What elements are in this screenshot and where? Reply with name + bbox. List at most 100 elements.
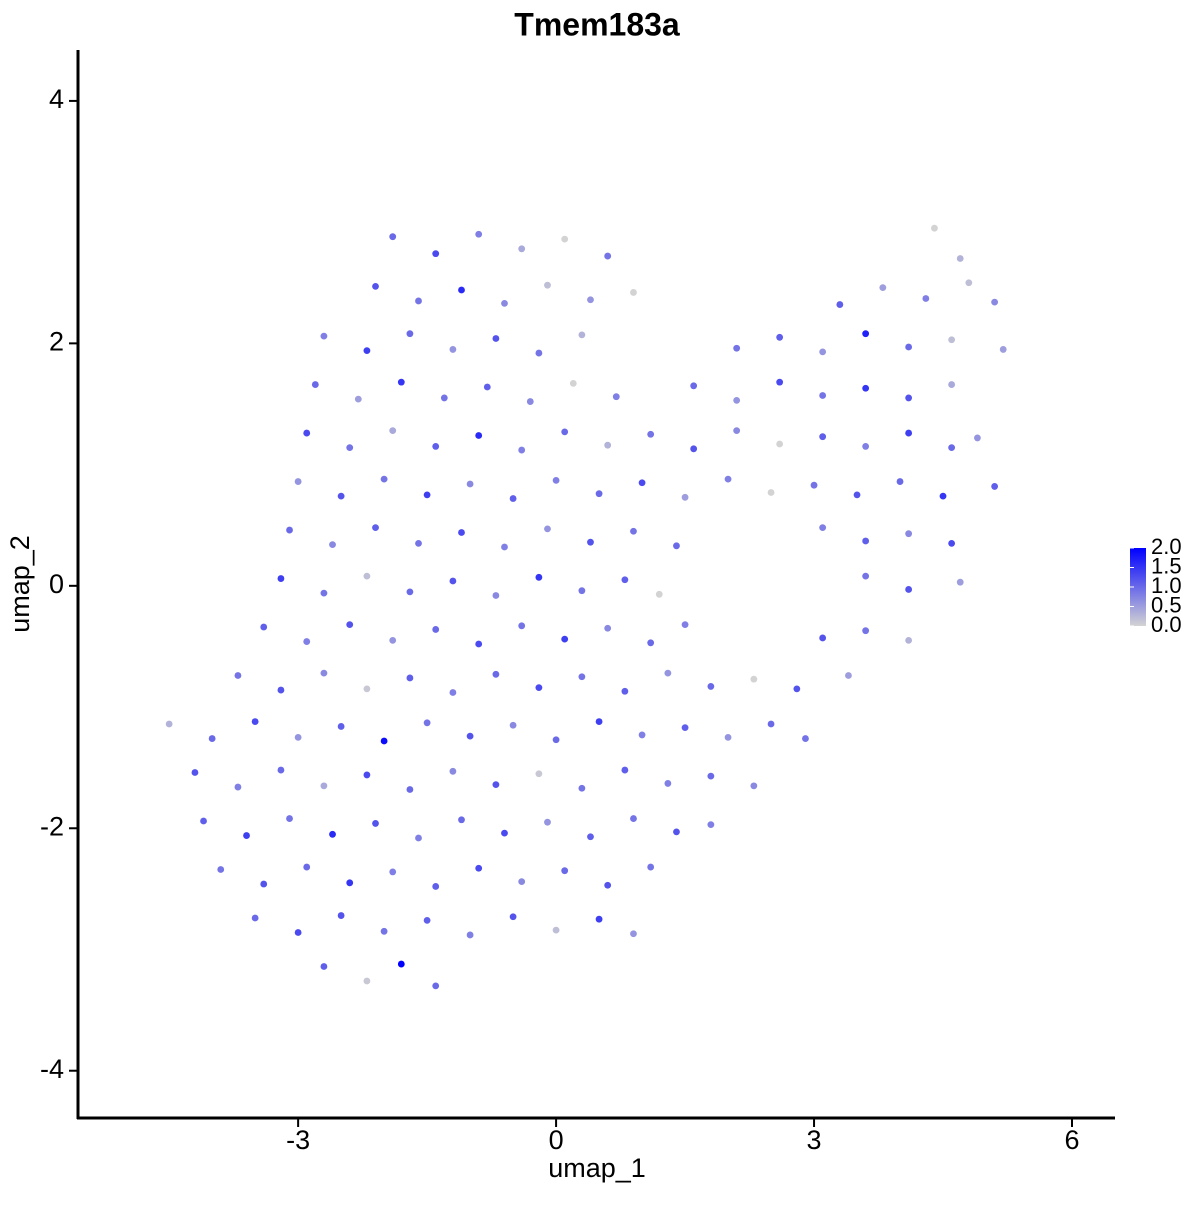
point — [294, 478, 302, 485]
point — [905, 343, 913, 351]
point — [449, 577, 457, 585]
point — [767, 720, 775, 728]
point — [612, 393, 620, 401]
point — [905, 429, 913, 437]
point — [380, 737, 388, 745]
point — [363, 771, 371, 779]
point — [905, 636, 913, 644]
point — [501, 299, 508, 307]
point — [234, 783, 242, 791]
point — [733, 344, 741, 352]
point — [260, 623, 268, 631]
colorbar-label: 0.5 — [1151, 592, 1182, 617]
point — [466, 732, 474, 740]
point — [475, 432, 483, 439]
point — [277, 575, 285, 582]
point — [776, 378, 784, 386]
point — [767, 489, 775, 496]
chart-title: Tmem183a — [514, 6, 680, 42]
point — [655, 590, 663, 598]
point — [432, 982, 440, 990]
point — [569, 379, 577, 387]
point — [707, 772, 715, 780]
point — [389, 233, 397, 241]
point — [518, 878, 526, 886]
point — [561, 428, 569, 436]
point — [294, 733, 302, 741]
point — [879, 284, 887, 292]
point — [492, 592, 500, 599]
point — [956, 255, 964, 262]
point — [922, 295, 930, 302]
point — [440, 394, 448, 402]
point — [905, 586, 913, 593]
point — [423, 917, 431, 924]
point — [948, 336, 956, 344]
point — [681, 724, 689, 732]
point — [518, 446, 526, 454]
point — [363, 347, 371, 355]
point — [329, 541, 336, 549]
point — [243, 832, 250, 839]
point — [208, 735, 216, 742]
point — [621, 766, 629, 774]
point — [956, 578, 964, 586]
point — [999, 346, 1007, 353]
point — [501, 829, 508, 837]
point — [320, 669, 328, 677]
point — [475, 640, 483, 648]
point — [630, 527, 637, 535]
point — [492, 335, 500, 342]
point — [604, 252, 612, 260]
point — [354, 395, 362, 403]
point — [320, 589, 328, 597]
point — [329, 830, 336, 838]
x-tick-label: 6 — [1064, 1125, 1079, 1155]
point — [286, 526, 293, 534]
point — [578, 784, 586, 792]
point — [415, 297, 422, 305]
point — [552, 926, 560, 934]
point — [587, 538, 594, 546]
point — [578, 587, 586, 595]
point — [862, 443, 870, 450]
point — [965, 279, 973, 287]
point — [372, 820, 379, 827]
point — [303, 863, 311, 871]
point — [707, 821, 715, 829]
point — [819, 433, 827, 441]
point — [853, 491, 861, 499]
point — [363, 685, 371, 693]
point — [862, 572, 870, 580]
x-tick-label: 0 — [549, 1125, 564, 1155]
point — [544, 525, 551, 533]
point — [200, 817, 207, 825]
point — [905, 394, 913, 402]
point — [303, 638, 311, 645]
point — [320, 963, 328, 970]
point — [595, 718, 603, 725]
point — [294, 929, 302, 936]
point — [415, 834, 422, 842]
point — [819, 524, 827, 532]
point — [604, 881, 612, 889]
point — [432, 883, 440, 890]
point — [862, 330, 870, 338]
point — [750, 782, 758, 790]
point — [389, 868, 397, 876]
point — [638, 479, 646, 487]
point — [604, 441, 612, 449]
point — [475, 864, 483, 872]
point — [389, 636, 397, 644]
point — [638, 731, 646, 739]
point — [458, 529, 465, 536]
y-tick-label: 2 — [49, 326, 64, 356]
point — [561, 635, 569, 643]
point — [372, 524, 379, 532]
point — [939, 492, 947, 500]
point — [389, 427, 397, 435]
point — [690, 382, 698, 390]
point — [483, 383, 491, 391]
